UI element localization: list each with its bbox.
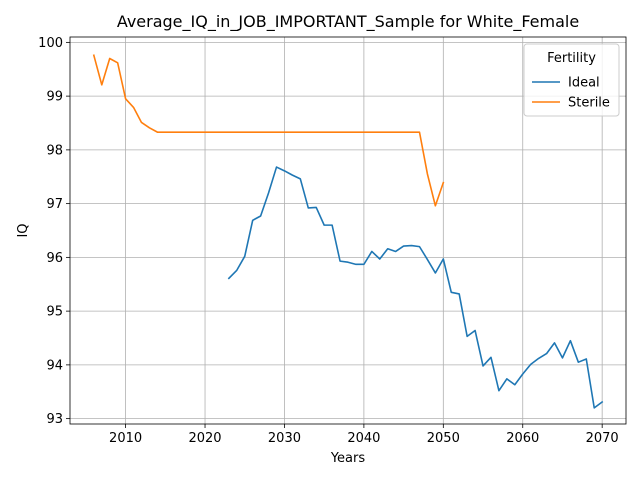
axis-ticks: 2010 2020 2030 2040 2050 2060 2070 93 94 95 96 97 98… — [38, 36, 619, 446]
legend-label-sterile: Sterile — [568, 96, 610, 111]
series-lines — [92, 54, 604, 409]
legend: Fertility Ideal Sterile — [523, 43, 620, 117]
x-tick-label: 2050 — [427, 431, 460, 446]
x-tick-label: 2010 — [109, 431, 142, 446]
legend-items: Ideal Sterile — [532, 76, 610, 111]
x-tick-label: 2040 — [347, 431, 380, 446]
y-axis-label: IQ — [16, 223, 31, 237]
y-tick-label: 93 — [46, 412, 63, 427]
y-tick-label: 98 — [46, 143, 63, 158]
plot-area-frame — [69, 36, 627, 425]
y-tick-label: 100 — [38, 36, 63, 51]
chart-title: Average_IQ_in_JOB_IMPORTANT_Sample for W… — [117, 12, 579, 32]
x-tick-label: 2070 — [586, 431, 619, 446]
x-axis-label: Years — [330, 451, 366, 466]
y-tick-label: 96 — [46, 251, 63, 266]
y-tick-label: 95 — [46, 305, 63, 320]
series-line-sterile — [92, 54, 445, 207]
y-tick-label: 99 — [46, 90, 63, 105]
x-tick-label: 2020 — [188, 431, 221, 446]
x-tick-label: 2030 — [268, 431, 301, 446]
legend-title: Fertility — [547, 51, 596, 66]
y-tick-label: 97 — [46, 197, 63, 212]
grid — [70, 37, 626, 424]
legend-box — [523, 43, 620, 117]
y-tick-label: 94 — [46, 358, 63, 373]
x-tick-label: 2060 — [506, 431, 539, 446]
legend-label-ideal: Ideal — [568, 76, 600, 91]
series-line-ideal — [227, 166, 604, 409]
